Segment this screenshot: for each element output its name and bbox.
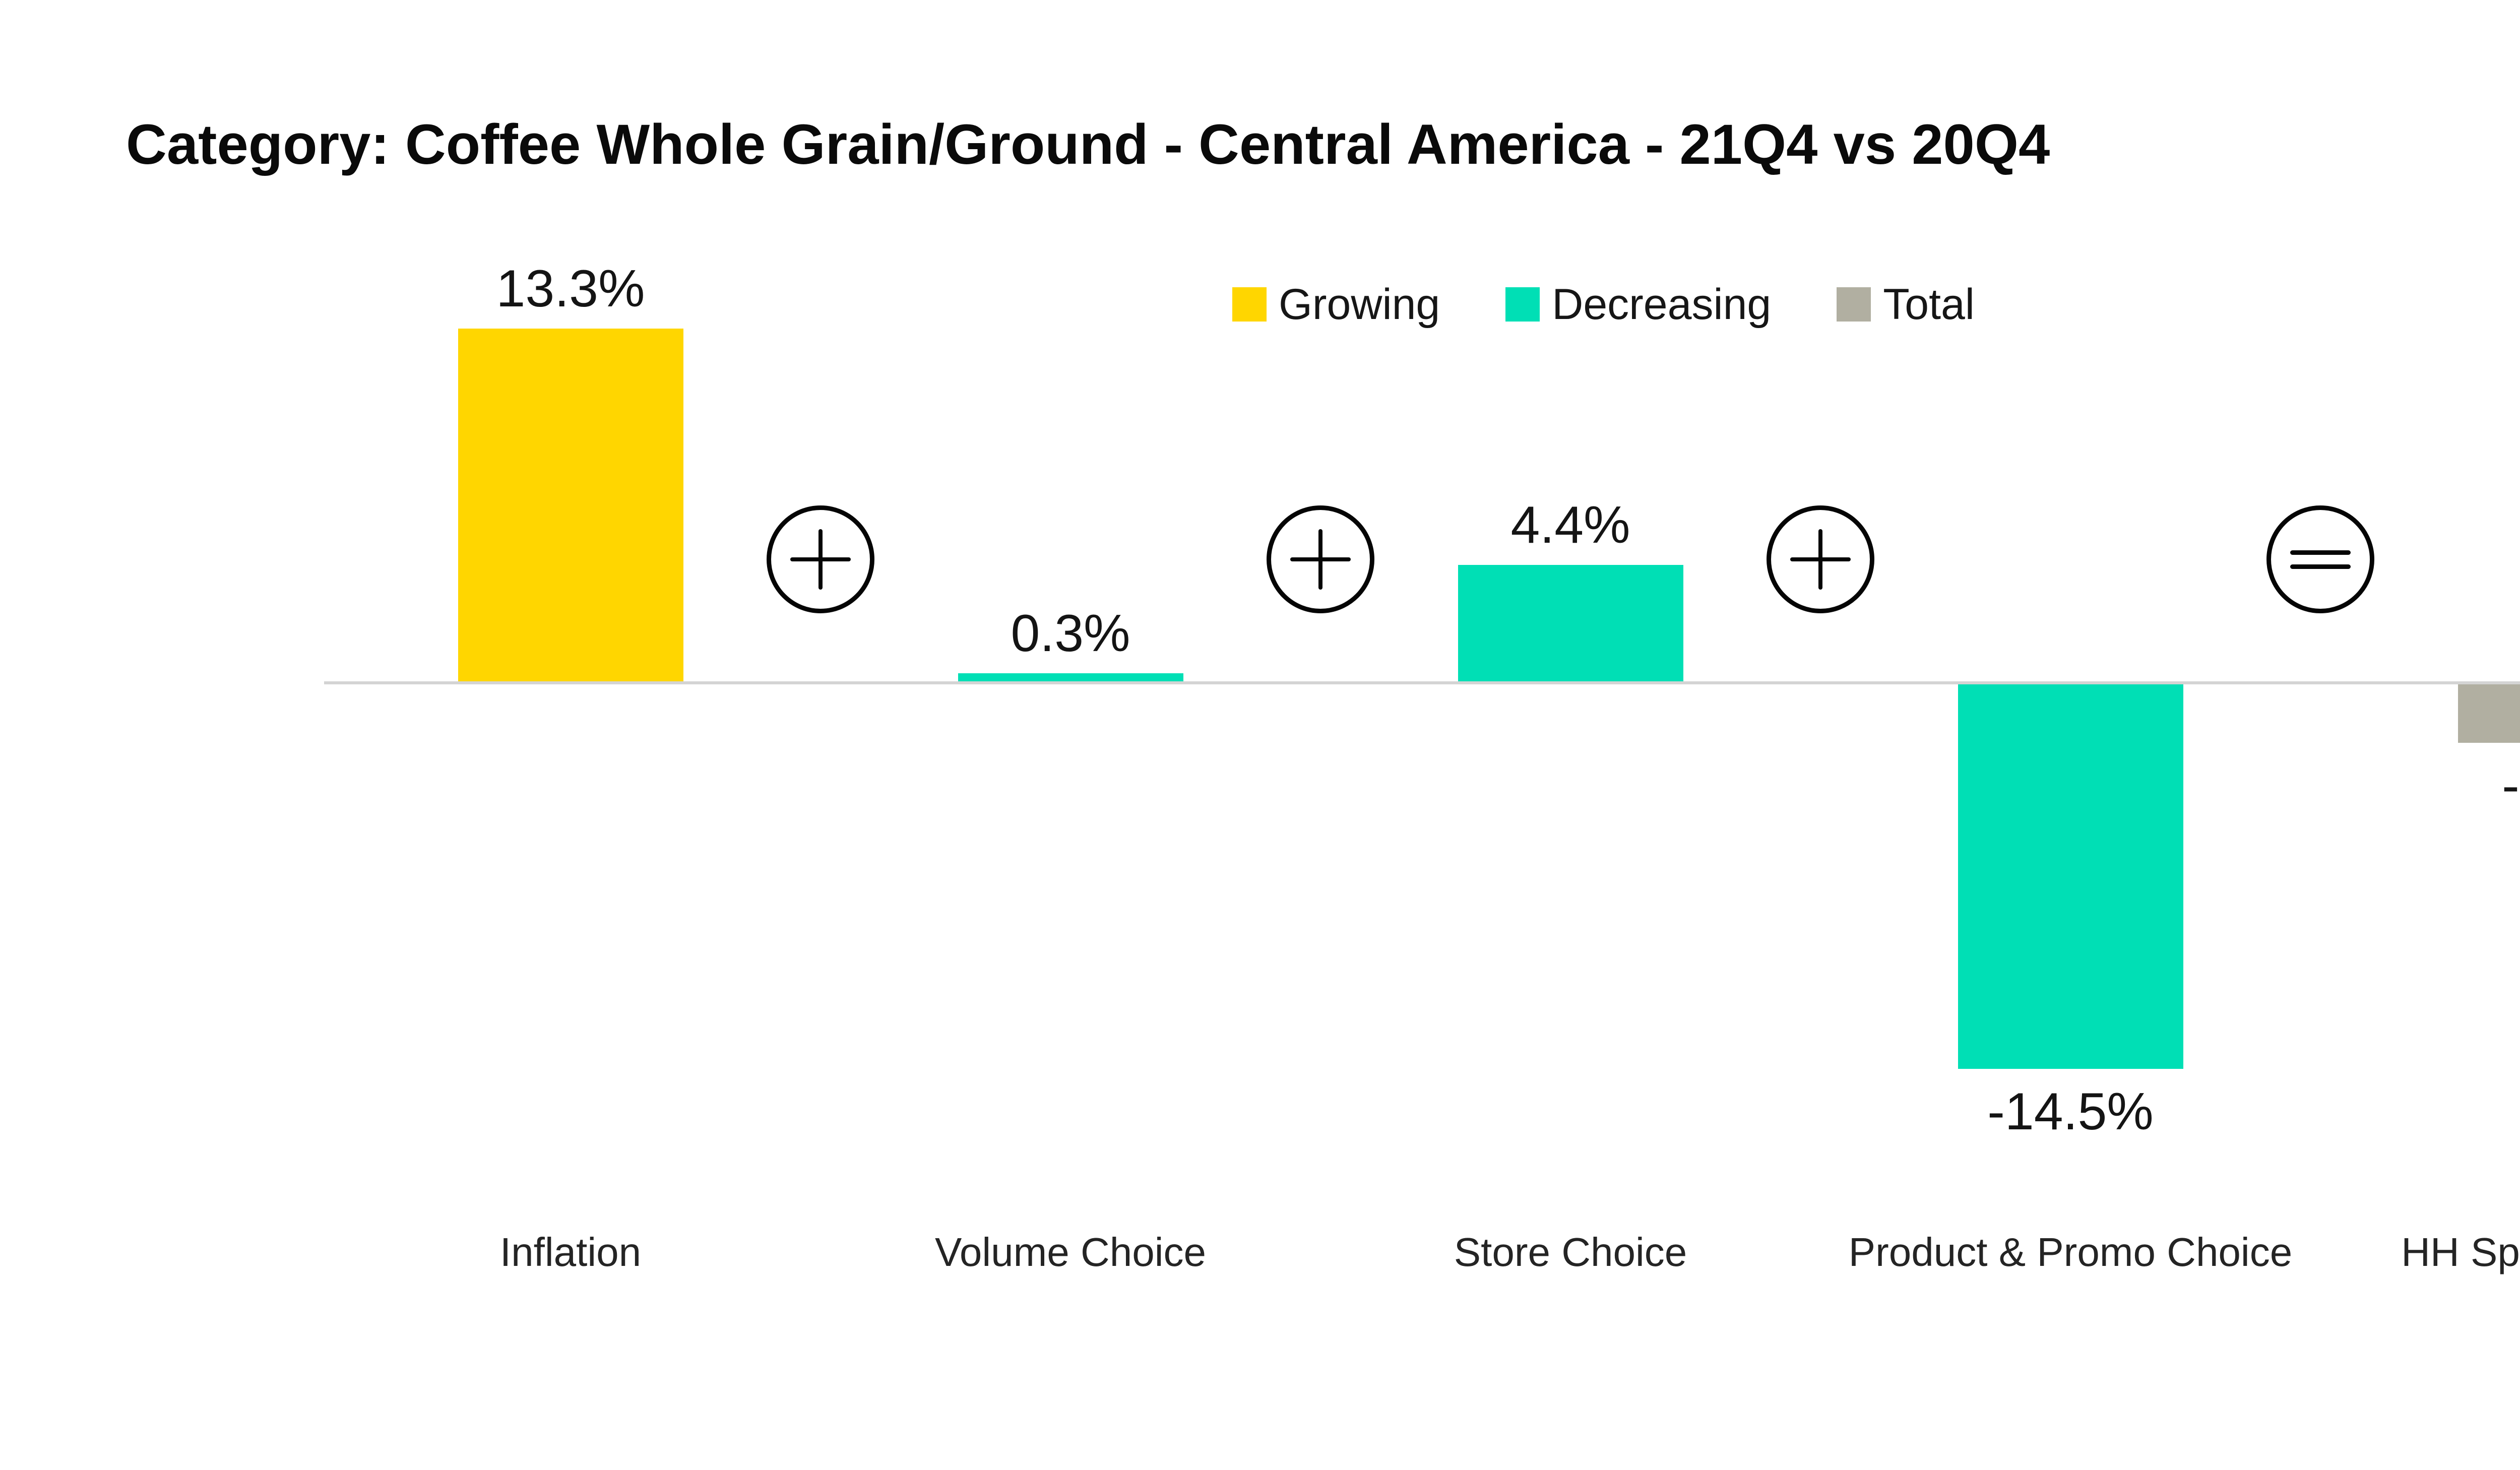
- legend: Growing Decreasing Total: [1232, 280, 1975, 329]
- operator-stroke: [818, 529, 823, 590]
- category-label-product-promo-choice: Product & Promo Choice: [1848, 1230, 2293, 1274]
- operator-stroke: [2290, 564, 2351, 569]
- legend-label-total: Total: [1883, 280, 1975, 329]
- legend-swatch-decreasing-icon: [1505, 287, 1540, 322]
- legend-swatch-growing-icon: [1232, 287, 1267, 322]
- operator-stroke: [1818, 529, 1822, 590]
- bar-hh-spend-change[interactable]: [2458, 684, 2520, 743]
- legend-label-decreasing: Decreasing: [1552, 280, 1772, 329]
- legend-item-growing[interactable]: Growing: [1232, 280, 1440, 329]
- category-label-store-choice: Store Choice: [1454, 1230, 1687, 1274]
- bar-volume-choice[interactable]: [958, 673, 1183, 681]
- plus-icon: [767, 505, 874, 613]
- legend-item-decreasing[interactable]: Decreasing: [1505, 280, 1772, 329]
- operator-stroke: [2290, 550, 2351, 555]
- value-label-inflation: 13.3%: [496, 260, 645, 318]
- bar-inflation[interactable]: [458, 329, 683, 681]
- legend-swatch-total-icon: [1837, 287, 1871, 322]
- bar-product-promo-choice[interactable]: [1958, 684, 2183, 1069]
- value-label-hh-spend-change: -2.2%: [2502, 756, 2520, 815]
- value-label-store-choice: 4.4%: [1510, 496, 1630, 554]
- legend-item-total[interactable]: Total: [1837, 280, 1975, 329]
- value-label-product-promo-choice: -14.5%: [1987, 1082, 2154, 1141]
- category-label-inflation: Inflation: [499, 1230, 642, 1274]
- x-axis-line: [324, 681, 2520, 684]
- plus-icon: [1267, 505, 1374, 613]
- chart-title: Category: Coffee Whole Grain/Ground - Ce…: [126, 113, 2050, 176]
- category-label-volume-choice: Volume Choice: [934, 1230, 1207, 1274]
- category-label-hh-spend-change: HH Spend Change: [2401, 1230, 2520, 1274]
- legend-label-growing: Growing: [1279, 280, 1440, 329]
- plus-icon: [1767, 505, 1874, 613]
- operator-stroke: [1318, 529, 1322, 590]
- equals-icon: [2266, 505, 2374, 613]
- bar-store-choice[interactable]: [1458, 565, 1683, 681]
- value-label-volume-choice: 0.3%: [1011, 604, 1130, 663]
